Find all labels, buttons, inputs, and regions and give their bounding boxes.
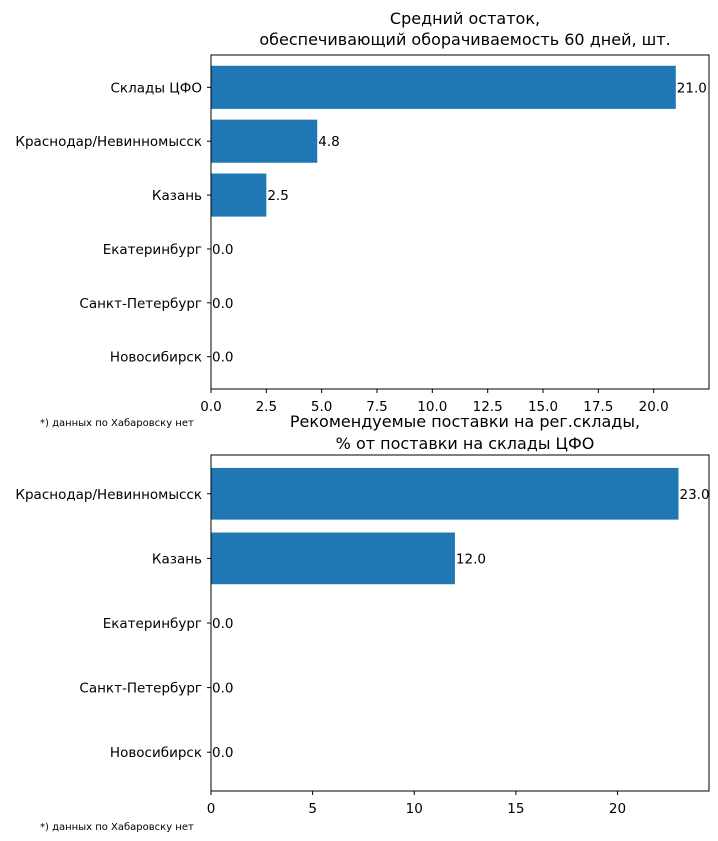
chart2-data-label: 0.0 (212, 616, 233, 632)
chart2-title-line: % от поставки на склады ЦФО (336, 434, 595, 453)
chart1-xtick-label: 10.0 (417, 399, 447, 415)
chart1-xtick-label: 12.5 (473, 399, 503, 415)
chart1-title-line: Средний остаток, (390, 9, 540, 28)
chart2-data-label: 23.0 (680, 487, 710, 503)
chart2-xtick-label: 10 (406, 801, 423, 817)
chart2-data-label: 0.0 (212, 745, 233, 761)
chart2-xtick-label: 5 (308, 801, 317, 817)
chart1-bar (211, 119, 318, 163)
chart2-category-label: Екатеринбург (103, 616, 202, 632)
chart2-plot-frame (210, 454, 710, 792)
chart2-footnote: *) данных по Хабаровску нет (40, 822, 194, 833)
chart1-bar (211, 173, 267, 217)
chart1-xtick-label: 17.5 (583, 399, 613, 415)
chart1-bar (211, 65, 676, 109)
chart1-category-label: Санкт-Петербург (79, 296, 202, 312)
chart1-title-line: обеспечивающий оборачиваемость 60 дней, … (259, 30, 670, 49)
chart1-xtick-label: 0.0 (200, 399, 221, 415)
chart1-category-label: Новосибирск (110, 350, 202, 366)
chart1-data-label: 0.0 (212, 242, 233, 258)
chart2-data-label: 12.0 (456, 551, 486, 567)
chart1-data-label: 21.0 (677, 80, 707, 96)
chart2-xtick-label: 0 (207, 801, 216, 817)
chart2-category-label: Санкт-Петербург (79, 681, 202, 697)
chart2-title-line: Рекомендуемые поставки на рег.склады, (290, 412, 640, 431)
chart1-xtick-label: 15.0 (528, 399, 558, 415)
chart1-footnote: *) данных по Хабаровску нет (40, 418, 194, 429)
chart1-category-label: Склады ЦФО (111, 80, 203, 96)
chart1-xtick-label: 2.5 (256, 399, 277, 415)
chart1-data-label: 0.0 (212, 296, 233, 312)
chart1-category-label: Екатеринбург (103, 242, 202, 258)
chart2-xtick-label: 20 (609, 801, 626, 817)
chart2-bar (211, 467, 679, 520)
chart1-xtick-label: 7.5 (366, 399, 387, 415)
chart2-bar (211, 532, 455, 585)
chart1-data-label: 2.5 (267, 188, 288, 204)
chart1-data-label: 0.0 (212, 350, 233, 366)
chart1-category-label: Краснодар/Невинномысск (15, 134, 202, 150)
chart2-category-label: Казань (152, 551, 202, 567)
chart2-category-label: Краснодар/Невинномысск (15, 487, 202, 503)
chart1-category-label: Казань (152, 188, 202, 204)
chart2-category-label: Новосибирск (110, 745, 202, 761)
chart1-data-label: 4.8 (318, 134, 339, 150)
chart2-xtick-label: 15 (507, 801, 524, 817)
chart1-plot-frame (210, 54, 710, 390)
chart1-xtick-label: 5.0 (311, 399, 332, 415)
chart2-data-label: 0.0 (212, 681, 233, 697)
chart1-xtick-label: 20.0 (639, 399, 669, 415)
